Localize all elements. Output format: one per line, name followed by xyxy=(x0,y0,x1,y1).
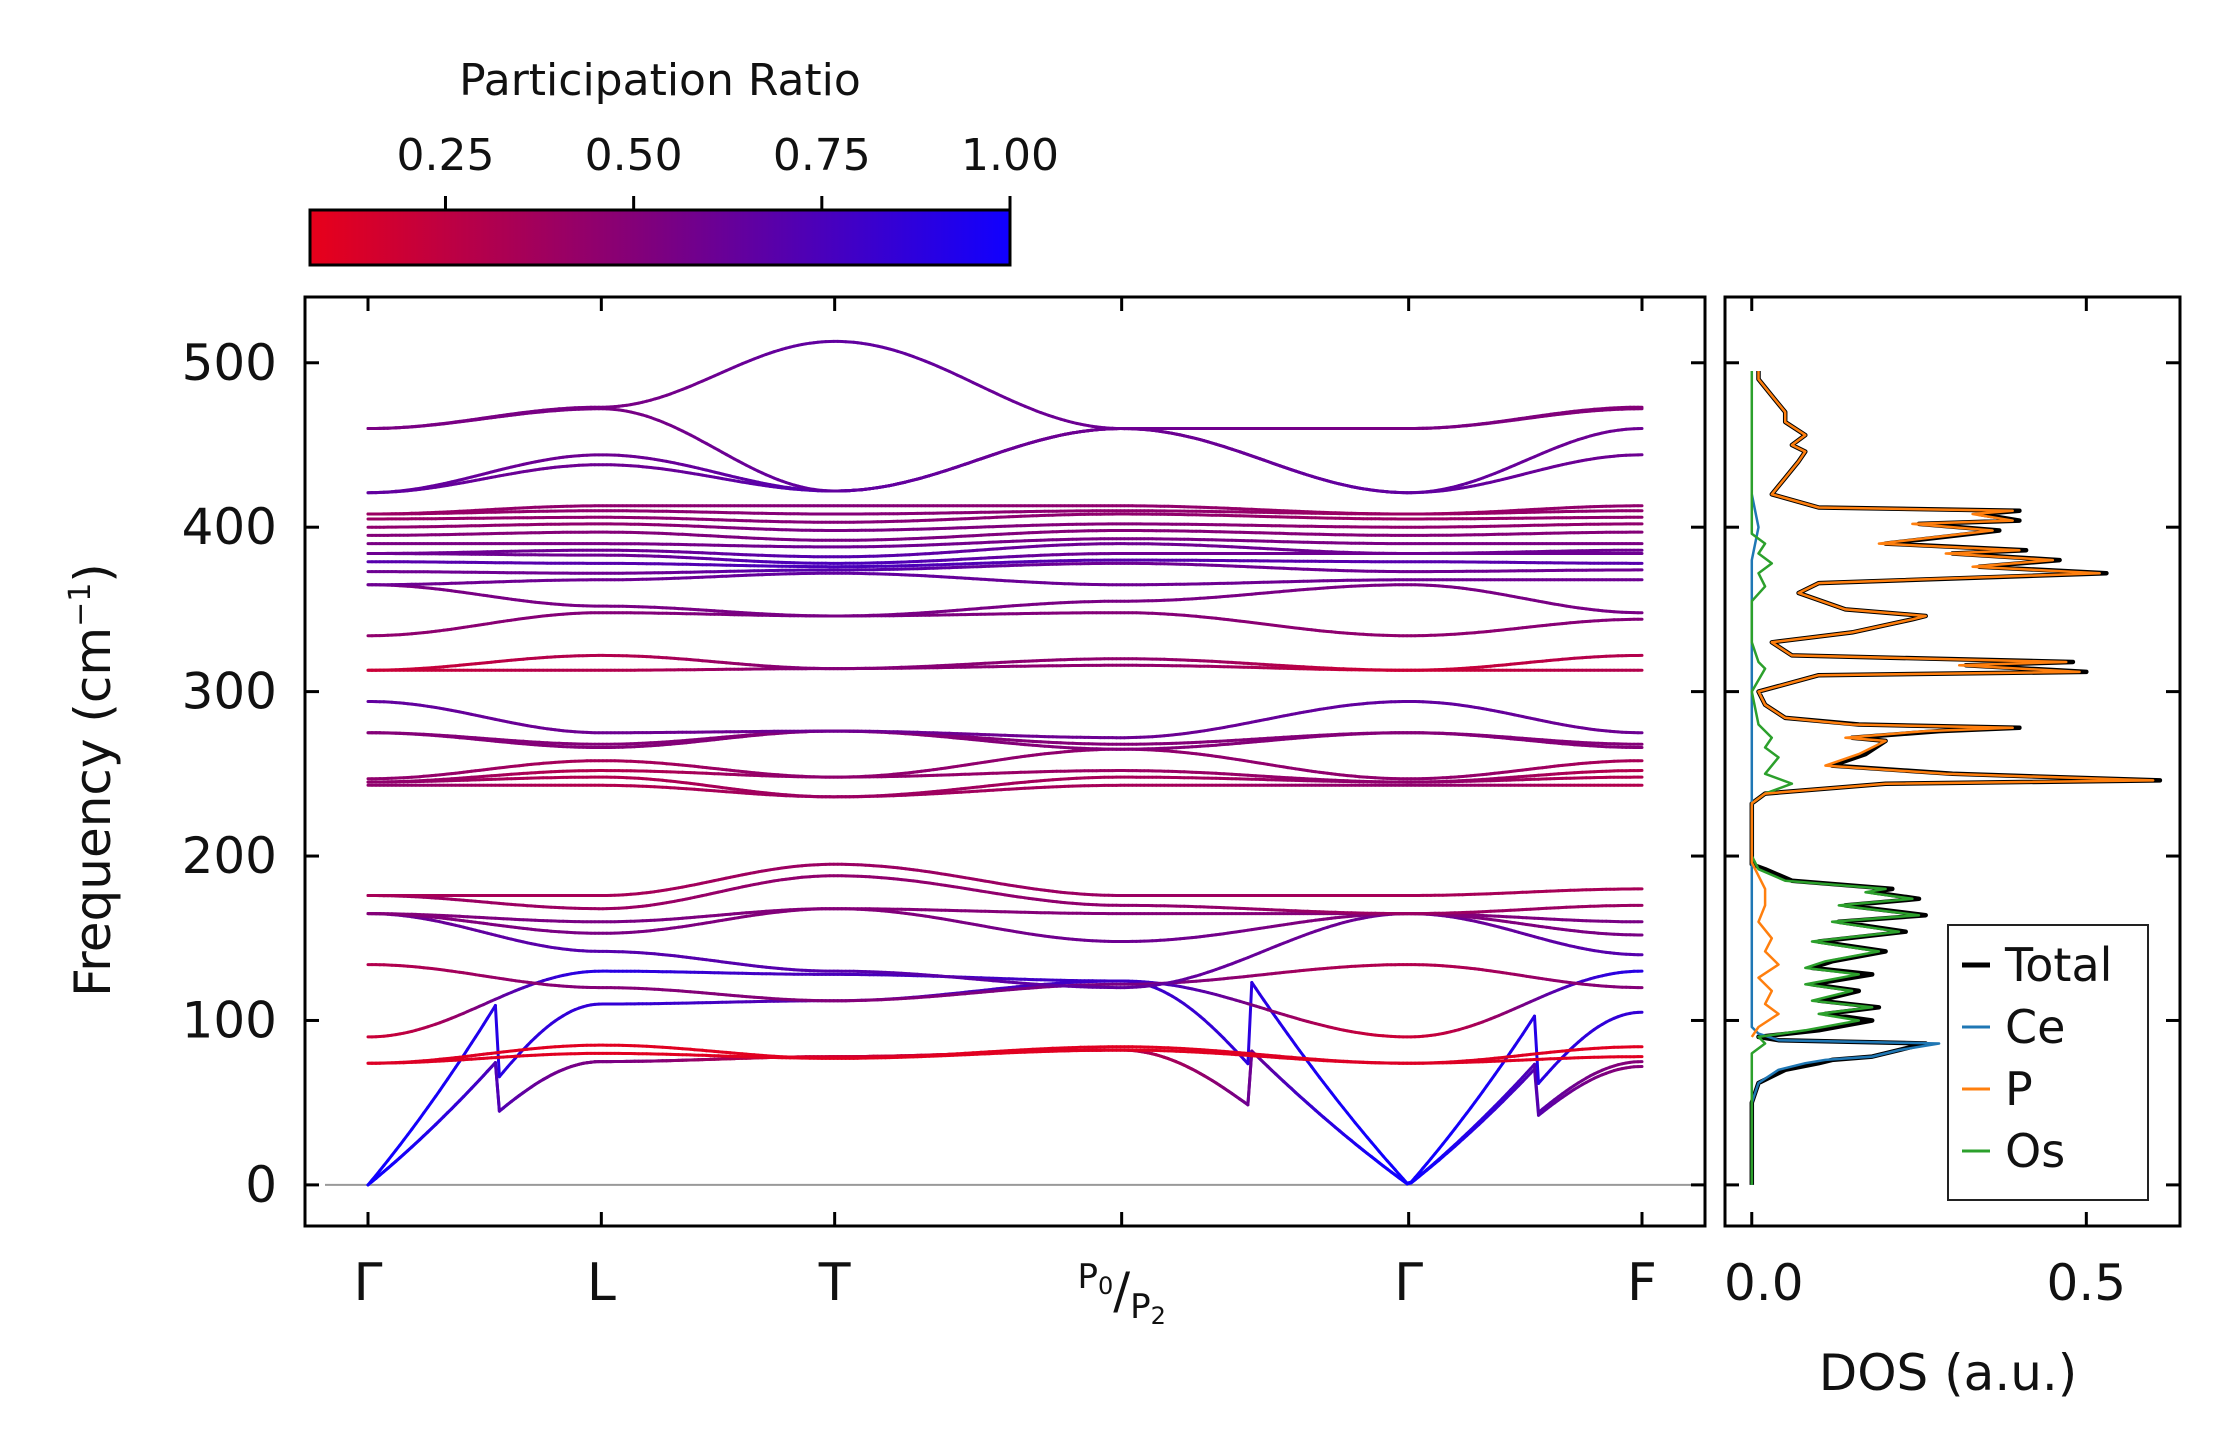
colorbar-ticks: 0.25 0.50 0.75 1.00 xyxy=(396,130,1059,265)
phonon-bands xyxy=(366,339,1644,1187)
colorbar: Participation Ratio 0.25 0.50 0.75 1.00 xyxy=(308,55,1059,267)
band-2-segment xyxy=(493,1004,501,1079)
colorbar-tick-label: 1.00 xyxy=(961,130,1059,181)
colorbar-title: Participation Ratio xyxy=(459,55,861,106)
colorbar-bar xyxy=(308,208,1012,267)
band-2-segment xyxy=(1246,981,1254,1066)
colorbar-tick-label: 0.50 xyxy=(585,130,683,181)
band-1-segment xyxy=(1533,1062,1540,1114)
band-1-segment xyxy=(1246,1049,1254,1107)
colorbar-tick-label: 0.25 xyxy=(396,130,494,181)
colorbar-tick-label: 0.75 xyxy=(773,130,871,181)
band-2-segment xyxy=(1533,1014,1540,1085)
band-1-segment xyxy=(493,1061,501,1113)
